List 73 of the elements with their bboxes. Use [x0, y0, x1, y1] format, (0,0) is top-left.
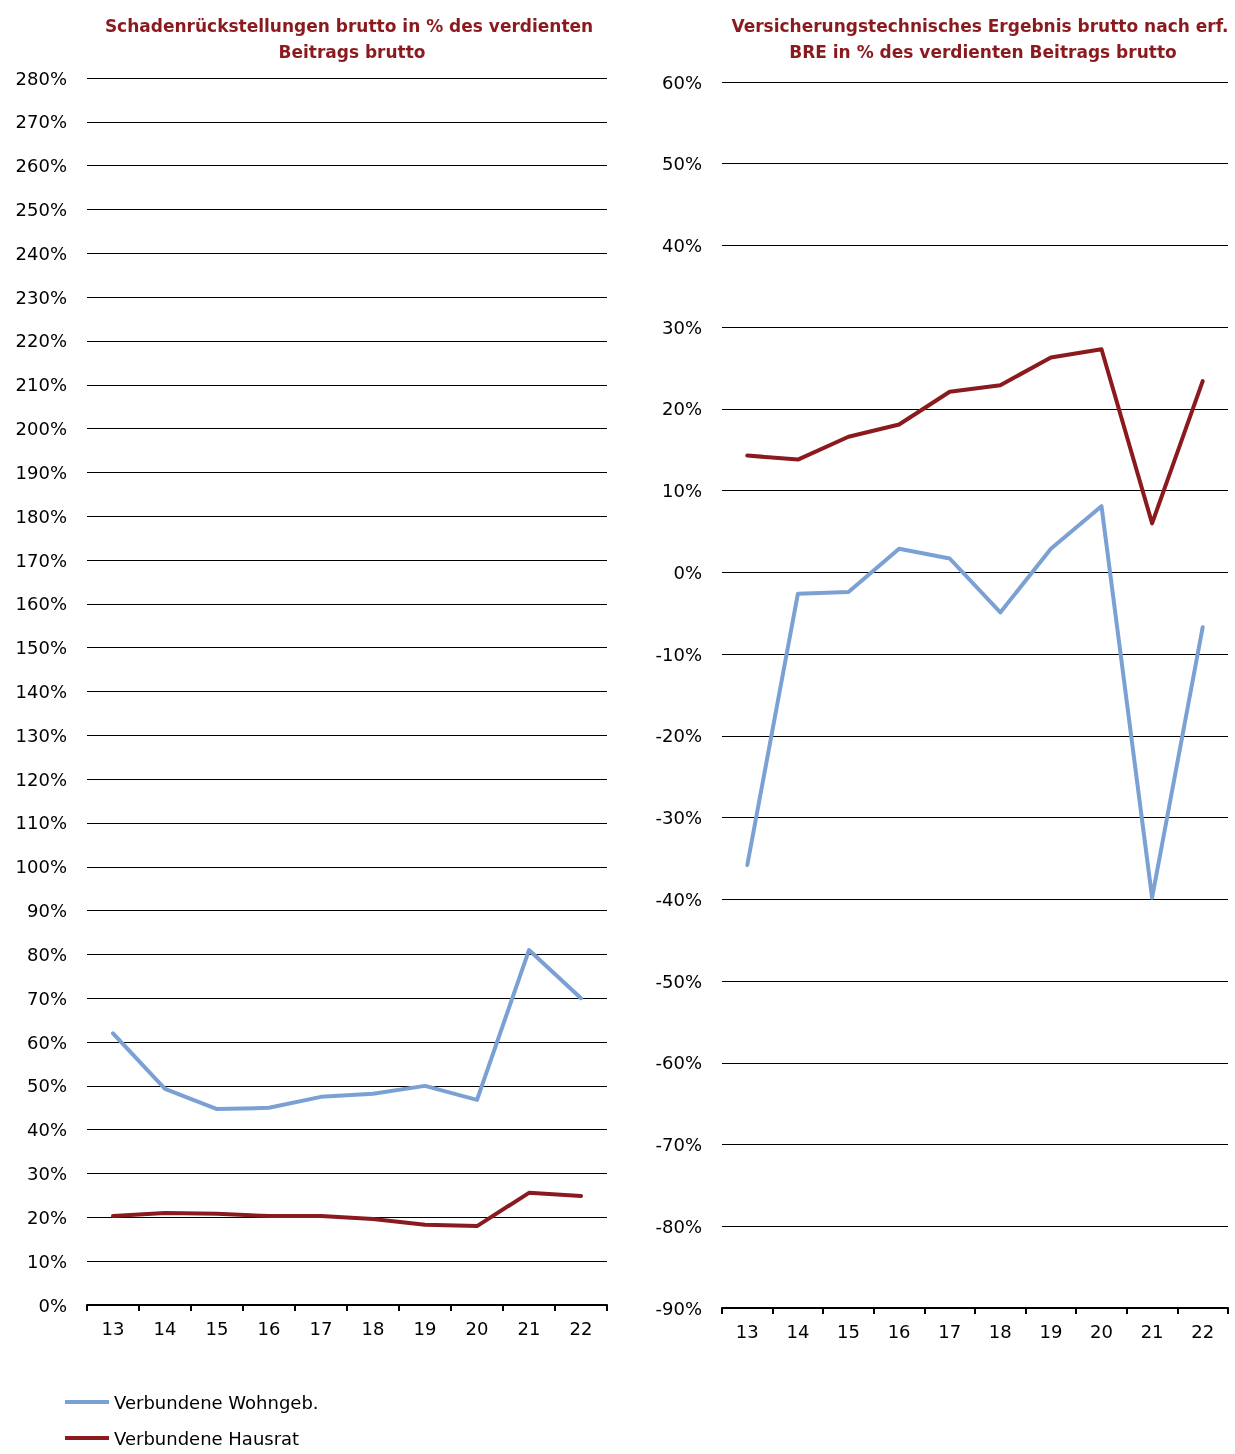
- y-tick-label: 250%: [15, 198, 67, 220]
- y-tick-label: 70%: [26, 987, 67, 1009]
- y-tick-label: 50%: [661, 153, 702, 175]
- x-tick-label: 22: [1191, 1320, 1215, 1342]
- x-tick-label: 16: [257, 1317, 281, 1339]
- line-series: [111, 948, 583, 1112]
- y-tick-label: 0%: [673, 561, 702, 583]
- y-tick-label: -20%: [655, 725, 702, 747]
- x-tick-label: 15: [205, 1317, 229, 1339]
- chart-title: Schadenrückstellungen brutto in % des verdienten Beitrags brutto: [104, 16, 600, 62]
- y-tick-label: -70%: [655, 1134, 702, 1156]
- y-tick-label: 150%: [15, 637, 67, 659]
- x-tick-label: 18: [988, 1320, 1012, 1342]
- legend-label: Verbundene Wohngeb.: [114, 1391, 319, 1413]
- x-tick-label: 22: [569, 1317, 593, 1339]
- x-tick-label: 20: [465, 1317, 489, 1339]
- chart-title: Versicherungstechnisches Ergebnis brutto nach erf. BRE in % des verdienten Beitrags brutto: [731, 16, 1229, 62]
- y-tick-label: 160%: [15, 593, 67, 615]
- y-tick-label: 0%: [38, 1294, 67, 1316]
- y-tick-label: 90%: [26, 900, 67, 922]
- x-tick-label: 15: [837, 1320, 860, 1342]
- x-tick-label: 17: [309, 1317, 333, 1339]
- x-tick-label: 17: [938, 1320, 962, 1342]
- y-tick-label: 260%: [15, 155, 67, 177]
- y-tick-label: 210%: [15, 374, 67, 396]
- y-tick-label: 270%: [15, 111, 67, 133]
- y-tick-label: 280%: [15, 67, 67, 89]
- y-tick-label: 140%: [15, 681, 67, 702]
- x-tick-label: 18: [361, 1317, 385, 1339]
- line-series: [745, 504, 1205, 900]
- y-tick-label: 180%: [15, 505, 67, 527]
- y-tick-label: 130%: [15, 724, 67, 746]
- y-tick-label: 20%: [26, 1206, 67, 1228]
- y-tick-label: 50%: [26, 1075, 67, 1097]
- y-tick-label: 60%: [26, 1031, 67, 1053]
- legend-label: Verbundene Hausrat: [114, 1427, 300, 1449]
- y-tick-label: 10%: [26, 1250, 67, 1272]
- x-tick-label: 21: [517, 1317, 541, 1339]
- y-tick-label: 200%: [15, 418, 67, 440]
- y-tick-label: 10%: [661, 480, 702, 502]
- y-tick-label: 100%: [15, 856, 67, 878]
- y-tick-label: 220%: [15, 330, 67, 352]
- x-tick-label: 20: [1090, 1320, 1113, 1342]
- x-tick-label: 19: [413, 1317, 437, 1339]
- x-tick-label: 21: [1140, 1320, 1164, 1342]
- y-tick-label: 60%: [661, 71, 702, 93]
- y-tick-label: 40%: [661, 234, 702, 256]
- x-tick-label: 19: [1039, 1320, 1063, 1342]
- y-tick-label: -30%: [655, 807, 702, 829]
- line-series: [745, 347, 1205, 526]
- y-tick-label: 170%: [15, 549, 67, 571]
- y-tick-label: -80%: [655, 1215, 702, 1237]
- y-tick-label: -90%: [655, 1297, 702, 1319]
- y-tick-label: 20%: [661, 398, 702, 420]
- line-series: [111, 1190, 583, 1229]
- y-tick-label: -60%: [655, 1052, 702, 1074]
- y-tick-label: 240%: [15, 242, 67, 264]
- y-tick-label: 120%: [15, 768, 67, 790]
- x-tick-label: 14: [153, 1317, 177, 1339]
- x-tick-label: 16: [887, 1320, 911, 1342]
- y-tick-label: 80%: [26, 943, 67, 965]
- y-tick-label: -50%: [655, 970, 702, 992]
- y-tick-label: 110%: [15, 812, 67, 834]
- y-tick-label: 230%: [15, 286, 67, 308]
- y-tick-label: -40%: [655, 888, 702, 910]
- x-tick-label: 13: [101, 1317, 125, 1339]
- y-tick-label: -10%: [655, 643, 702, 665]
- x-tick-label: 13: [735, 1320, 759, 1342]
- y-tick-label: 30%: [661, 316, 702, 338]
- y-tick-label: 40%: [26, 1119, 67, 1141]
- y-tick-label: 30%: [26, 1163, 67, 1185]
- y-tick-label: 190%: [15, 461, 67, 483]
- x-tick-label: 14: [786, 1320, 810, 1342]
